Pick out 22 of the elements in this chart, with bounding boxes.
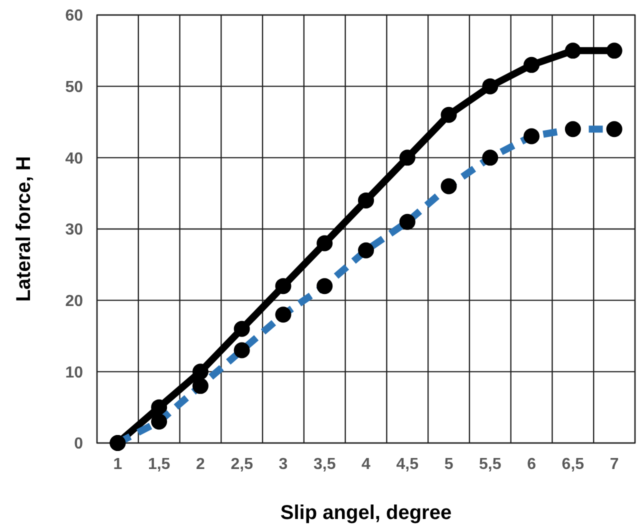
x-tick-label: 6 — [527, 456, 536, 473]
y-tick-label: 10 — [65, 364, 84, 382]
x-tick-label: 7 — [610, 456, 619, 473]
x-tick-label: 4,5 — [396, 456, 419, 473]
y-tick-label: 20 — [65, 292, 84, 310]
y-axis-title: Lateral force, H — [13, 156, 35, 302]
x-tick-label: 1 — [113, 456, 122, 473]
y-tick-label: 50 — [65, 78, 84, 96]
x-tick-label: 3,5 — [313, 456, 336, 473]
y-tick-label: 0 — [74, 436, 84, 453]
x-axis-title: Slip angel, degree — [280, 502, 452, 524]
x-tick-label: 3 — [278, 456, 288, 473]
x-tick-label: 5 — [444, 456, 454, 473]
x-tick-label: 1,5 — [148, 456, 170, 473]
y-tick-label: 40 — [65, 150, 84, 168]
x-tick-label: 5,5 — [479, 456, 502, 473]
y-tick-label: 60 — [65, 8, 84, 25]
x-tick-label: 4 — [362, 456, 371, 473]
y-tick-label: 30 — [65, 222, 84, 239]
x-tick-label: 2,5 — [230, 456, 254, 473]
x-tick-label: 2 — [196, 456, 206, 473]
x-tick-label: 6,5 — [562, 456, 584, 473]
